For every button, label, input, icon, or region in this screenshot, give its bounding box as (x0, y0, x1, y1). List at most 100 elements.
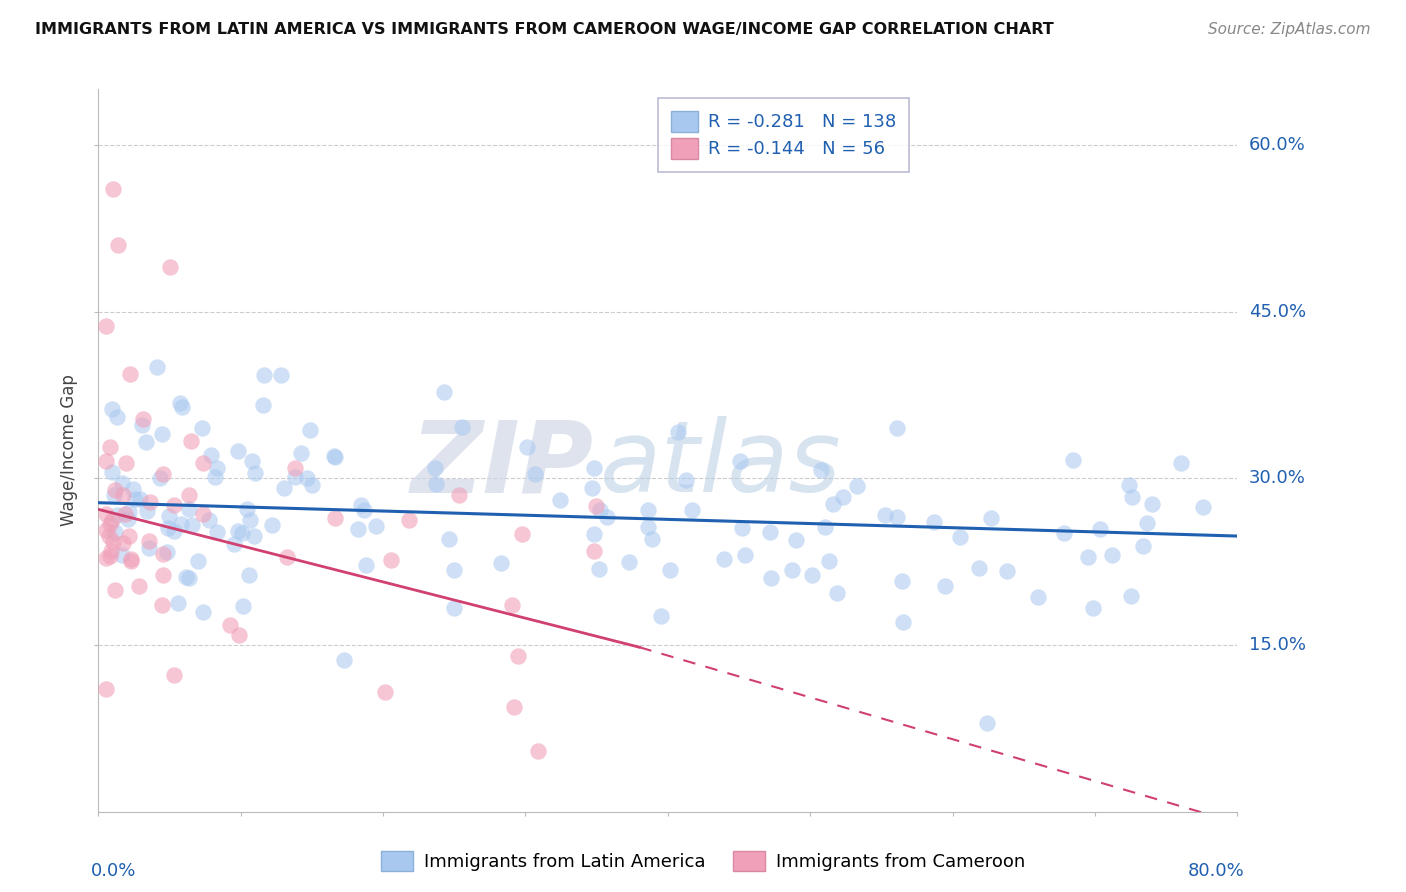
Point (163, 668, 186, 682)
Point (101, 401, 124, 416)
Point (135, 503, 157, 517)
Point (489, 556, 512, 570)
Point (226, 524, 249, 539)
Point (98, 440, 121, 454)
Point (1077, 549, 1099, 564)
Point (104, 525, 127, 540)
Point (516, 440, 538, 454)
Point (179, 501, 201, 516)
Point (637, 503, 659, 517)
Point (443, 600, 465, 615)
Text: 15.0%: 15.0% (1249, 636, 1306, 654)
Point (94, 551, 117, 566)
Point (508, 648, 530, 663)
Point (190, 421, 212, 435)
Point (810, 463, 832, 477)
Point (226, 443, 249, 458)
Point (111, 548, 134, 562)
Point (323, 511, 346, 525)
Point (503, 699, 526, 714)
Point (295, 471, 318, 485)
Point (128, 579, 150, 593)
Text: ZIP: ZIP (411, 417, 593, 514)
Text: 30.0%: 30.0% (1249, 469, 1306, 487)
Point (659, 563, 682, 577)
Point (253, 368, 276, 382)
Point (262, 518, 284, 533)
Point (118, 529, 141, 543)
Point (191, 507, 214, 521)
Point (177, 488, 200, 502)
Point (619, 555, 641, 569)
Text: 45.0%: 45.0% (1249, 302, 1306, 320)
Point (1118, 477, 1140, 491)
Point (276, 549, 298, 564)
Text: 0.0%: 0.0% (91, 862, 136, 880)
Point (111, 475, 134, 490)
Point (502, 599, 524, 613)
Point (146, 360, 169, 375)
Point (107, 237, 129, 252)
Point (818, 554, 841, 568)
Point (1170, 456, 1192, 470)
Point (1053, 525, 1076, 540)
Point (893, 615, 915, 630)
Point (1192, 500, 1215, 515)
Point (934, 579, 956, 593)
Point (94, 454, 117, 468)
Point (245, 467, 267, 481)
Point (730, 521, 752, 535)
Point (150, 427, 173, 442)
Point (105, 409, 128, 424)
Point (350, 498, 373, 512)
Point (104, 483, 127, 498)
Point (325, 450, 347, 464)
Point (180, 434, 202, 448)
Point (172, 400, 194, 414)
Point (423, 461, 446, 475)
Point (650, 608, 672, 623)
Point (780, 563, 803, 577)
Point (94, 523, 117, 537)
Point (976, 715, 998, 730)
Point (980, 510, 1002, 524)
Point (433, 384, 456, 399)
Point (924, 515, 946, 529)
Point (333, 653, 356, 667)
Point (94, 318, 117, 333)
Point (138, 533, 160, 548)
Point (170, 517, 193, 532)
Point (814, 520, 837, 534)
Point (1081, 601, 1104, 615)
Point (641, 532, 664, 546)
Point (299, 423, 322, 437)
Point (450, 420, 472, 434)
Point (187, 554, 209, 568)
Point (526, 744, 548, 758)
Point (193, 605, 215, 619)
Point (886, 421, 908, 435)
Text: IMMIGRANTS FROM LATIN AMERICA VS IMMIGRANTS FROM CAMEROON WAGE/INCOME GAP CORREL: IMMIGRANTS FROM LATIN AMERICA VS IMMIGRA… (35, 22, 1054, 37)
Point (759, 570, 782, 584)
Point (589, 503, 612, 517)
Point (98, 529, 121, 543)
Point (270, 368, 292, 382)
Point (523, 467, 546, 481)
Text: atlas: atlas (599, 417, 841, 514)
Point (353, 503, 375, 517)
Point (585, 499, 607, 513)
Point (364, 518, 387, 533)
Point (152, 567, 174, 582)
Point (177, 570, 200, 584)
Point (117, 504, 139, 518)
Y-axis label: Wage/Income Gap: Wage/Income Gap (60, 375, 79, 526)
Point (98, 517, 121, 532)
Point (112, 488, 135, 502)
Point (122, 483, 145, 497)
Point (163, 498, 186, 512)
Point (439, 533, 461, 547)
Point (157, 508, 180, 523)
Point (273, 481, 295, 495)
Point (156, 544, 179, 558)
Point (886, 509, 908, 524)
